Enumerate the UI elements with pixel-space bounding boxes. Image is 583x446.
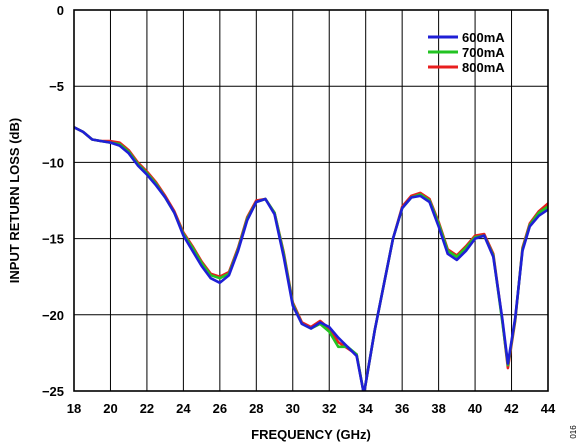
series-line-700mA: [74, 126, 548, 391]
x-tick-label: 24: [176, 401, 191, 416]
x-tick-label: 38: [431, 401, 445, 416]
plot-frame: [73, 9, 549, 392]
x-tick-label: 40: [468, 401, 482, 416]
legend-label: 600mA: [462, 30, 505, 45]
x-tick-label: 36: [395, 401, 409, 416]
figure-id: 016: [569, 425, 578, 439]
y-tick-labels: 0 −5 −10 −15 −20 −25: [42, 3, 64, 399]
series-line-800mA: [74, 126, 548, 391]
x-tick-label: 26: [213, 401, 227, 416]
x-tick-label: 20: [103, 401, 117, 416]
x-tick-label: 34: [358, 401, 373, 416]
legend-label: 800mA: [462, 60, 505, 75]
x-tick-label: 30: [286, 401, 300, 416]
x-tick-label: 44: [541, 401, 556, 416]
x-tick-label: 18: [67, 401, 81, 416]
x-tick-labels: 18 20 22 24 26 28 30 32 34 36 38 40 42 44: [67, 401, 556, 416]
y-tick-label: 0: [57, 3, 64, 18]
x-tick-label: 28: [249, 401, 263, 416]
series-line-600mA: [74, 126, 548, 391]
series-lines: [74, 126, 548, 391]
legend-label: 700mA: [462, 45, 505, 60]
y-tick-label: −20: [42, 308, 64, 323]
y-tick-label: −10: [42, 155, 64, 170]
y-tick-label: −15: [42, 232, 64, 247]
y-tick-label: −5: [49, 79, 64, 94]
x-axis-label: FREQUENCY (GHz): [251, 427, 371, 442]
x-tick-label: 32: [322, 401, 336, 416]
y-axis-label: INPUT RETURN LOSS (dB): [7, 118, 22, 283]
y-tick-label: −25: [42, 384, 64, 399]
x-tick-label: 42: [504, 401, 518, 416]
x-tick-label: 22: [140, 401, 154, 416]
